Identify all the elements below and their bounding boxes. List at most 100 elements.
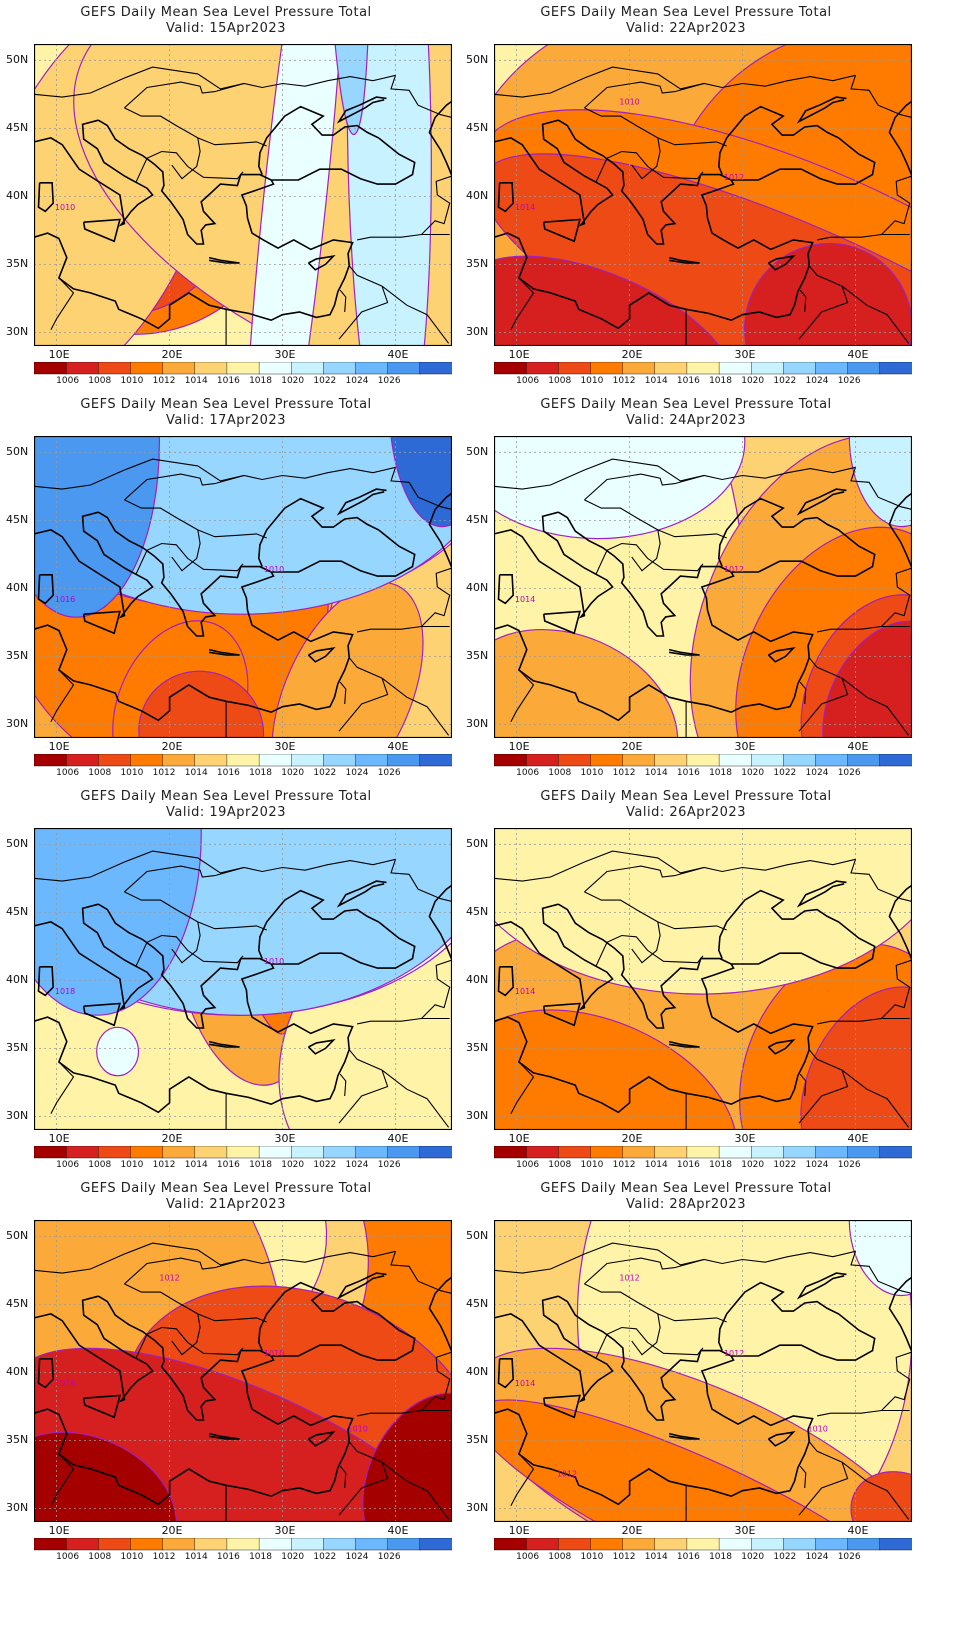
colorbar-tick-label: 1018 (249, 1160, 272, 1170)
colorbar-tick-label: 1010 (580, 1552, 604, 1562)
colorbar-swatch (815, 754, 849, 767)
country-border (841, 1069, 910, 1128)
map-frame (494, 1220, 912, 1522)
colorbar-tick-label: 1008 (88, 1552, 112, 1562)
country-border (657, 921, 727, 931)
country-border (356, 1017, 450, 1025)
contour-label: 1010 (55, 203, 75, 212)
country-border (135, 542, 244, 576)
country-border (799, 1465, 807, 1489)
lat-tick-label: 50N (6, 1229, 29, 1243)
country-border (381, 677, 450, 736)
colorbar-swatch (98, 1538, 132, 1551)
colorbar-swatch (194, 1146, 228, 1159)
colorbar-tick-label: 1014 (184, 1552, 208, 1562)
colorbar-swatch (686, 754, 720, 767)
country-border (339, 1073, 347, 1097)
colorbar-swatch (226, 362, 260, 375)
colorbar (494, 362, 912, 375)
lon-tick-label: 40E (847, 348, 869, 361)
country-border (850, 75, 912, 119)
lat-tick-label: 50N (466, 53, 489, 67)
panel-valid-date: Valid: 22Apr2023 (626, 21, 746, 36)
colorbar-swatch (622, 362, 656, 375)
country-border (584, 1257, 705, 1285)
country-border (338, 1441, 389, 1516)
lon-tick-label: 20E (621, 740, 643, 753)
colorbar-tick-label: 1016 (676, 1552, 700, 1562)
colorbar-swatch (622, 1146, 656, 1159)
colorbar-swatch (355, 362, 389, 375)
lat-tick-label: 50N (466, 837, 489, 851)
map-panel: GEFS Daily Mean Sea Level Pressure Total… (0, 1176, 452, 1586)
pressure-contour-region (96, 1026, 140, 1077)
contour-label: 1010 (348, 1424, 368, 1433)
country-border (816, 1017, 910, 1025)
colorbar-tick-label: 1020 (741, 376, 765, 386)
lon-tick-label: 30E (734, 348, 756, 361)
colorbar-swatch (226, 754, 260, 767)
contour-label: 1010 (264, 957, 284, 966)
coastline (497, 574, 515, 605)
country-border (421, 1351, 452, 1411)
colorbar-tick-label: 1026 (837, 768, 861, 778)
coastline (668, 1432, 700, 1440)
lon-tick-label: 10E (508, 1524, 530, 1537)
pressure-contour-region (34, 436, 161, 618)
colorbar-swatch (622, 1538, 656, 1551)
lat-tick-label: 40N (466, 973, 489, 987)
coastline (257, 497, 416, 577)
country-border (338, 657, 389, 732)
country-border (881, 959, 912, 1019)
colorbar-swatch (323, 754, 357, 767)
lat-tick-label: 30N (466, 1109, 489, 1123)
coastline (796, 488, 847, 516)
colorbar-swatch (718, 1538, 753, 1551)
lat-tick-label: 35N (466, 1433, 489, 1447)
panel-title: GEFS Daily Mean Sea Level Pressure Total (540, 789, 832, 804)
coastline (307, 1039, 336, 1055)
colorbar (34, 754, 452, 767)
colorbar-tick-label: 1022 (313, 1552, 337, 1562)
panel-title: GEFS Daily Mean Sea Level Pressure Total (80, 5, 372, 20)
colorbar-tick-label: 1026 (377, 768, 401, 778)
lat-tick-label: 40N (6, 1365, 29, 1379)
lat-tick-label: 45N (6, 1297, 29, 1311)
colorbar-swatch (654, 362, 688, 375)
map-panel: GEFS Daily Mean Sea Level Pressure Total… (460, 0, 912, 410)
pressure-map: 1018 1010 (34, 828, 452, 1130)
contour-label: 1018 (55, 987, 75, 996)
country-border (50, 277, 75, 330)
colorbar (494, 754, 912, 767)
map-frame (34, 828, 452, 1130)
colorbar-tick-label: 1014 (184, 1160, 208, 1170)
colorbar-tick-label: 1020 (281, 376, 305, 386)
colorbar (494, 1538, 912, 1551)
colorbar-tick-label: 1008 (548, 768, 572, 778)
colorbar-tick-label: 1012 (612, 768, 636, 778)
colorbar-swatch (654, 1538, 688, 1551)
contour-label: 1012 (557, 1470, 577, 1479)
colorbar-swatch (323, 1146, 357, 1159)
coastline (796, 880, 847, 908)
map-panel: GEFS Daily Mean Sea Level Pressure Total… (0, 0, 452, 410)
colorbar-tick-label: 1008 (548, 1160, 572, 1170)
colorbar-tick-label: 1006 (516, 1160, 540, 1170)
country-border (124, 81, 245, 109)
colorbar-tick-label: 1020 (281, 1552, 305, 1562)
colorbar-tick-label: 1008 (548, 1552, 572, 1562)
colorbar-swatch (526, 754, 560, 767)
colorbar-tick-label: 1012 (612, 1160, 636, 1170)
lat-tick-label: 30N (6, 717, 29, 731)
country-border (390, 859, 452, 903)
colorbar-tick-label: 1022 (773, 1552, 797, 1562)
contour-label: 1012 (724, 173, 744, 182)
coastline (717, 1281, 876, 1361)
lat-tick-label: 40N (466, 189, 489, 203)
lon-tick-label: 20E (161, 348, 183, 361)
colorbar-swatch (226, 1146, 260, 1159)
colorbar-tick-label: 1018 (249, 768, 272, 778)
panel-valid-date: Valid: 15Apr2023 (166, 21, 286, 36)
coastline (497, 182, 515, 213)
coastline (82, 218, 121, 243)
